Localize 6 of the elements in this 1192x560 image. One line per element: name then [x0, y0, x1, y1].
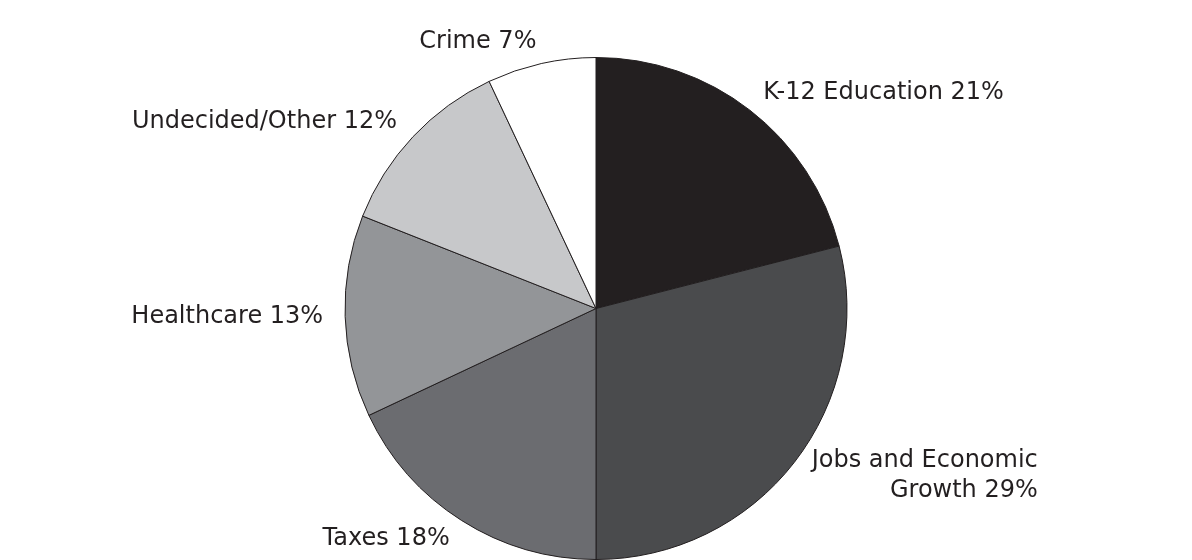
slice-label: Undecided/Other 12% — [131, 105, 397, 134]
slice-label: K-12 Education 21% — [763, 77, 1004, 106]
slice-label: Taxes 18% — [321, 523, 450, 552]
slice-label: Jobs and Economic Growth 29% — [809, 445, 1038, 504]
slice-label: Healthcare 13% — [131, 301, 324, 330]
slice-label: Crime 7% — [419, 26, 537, 55]
